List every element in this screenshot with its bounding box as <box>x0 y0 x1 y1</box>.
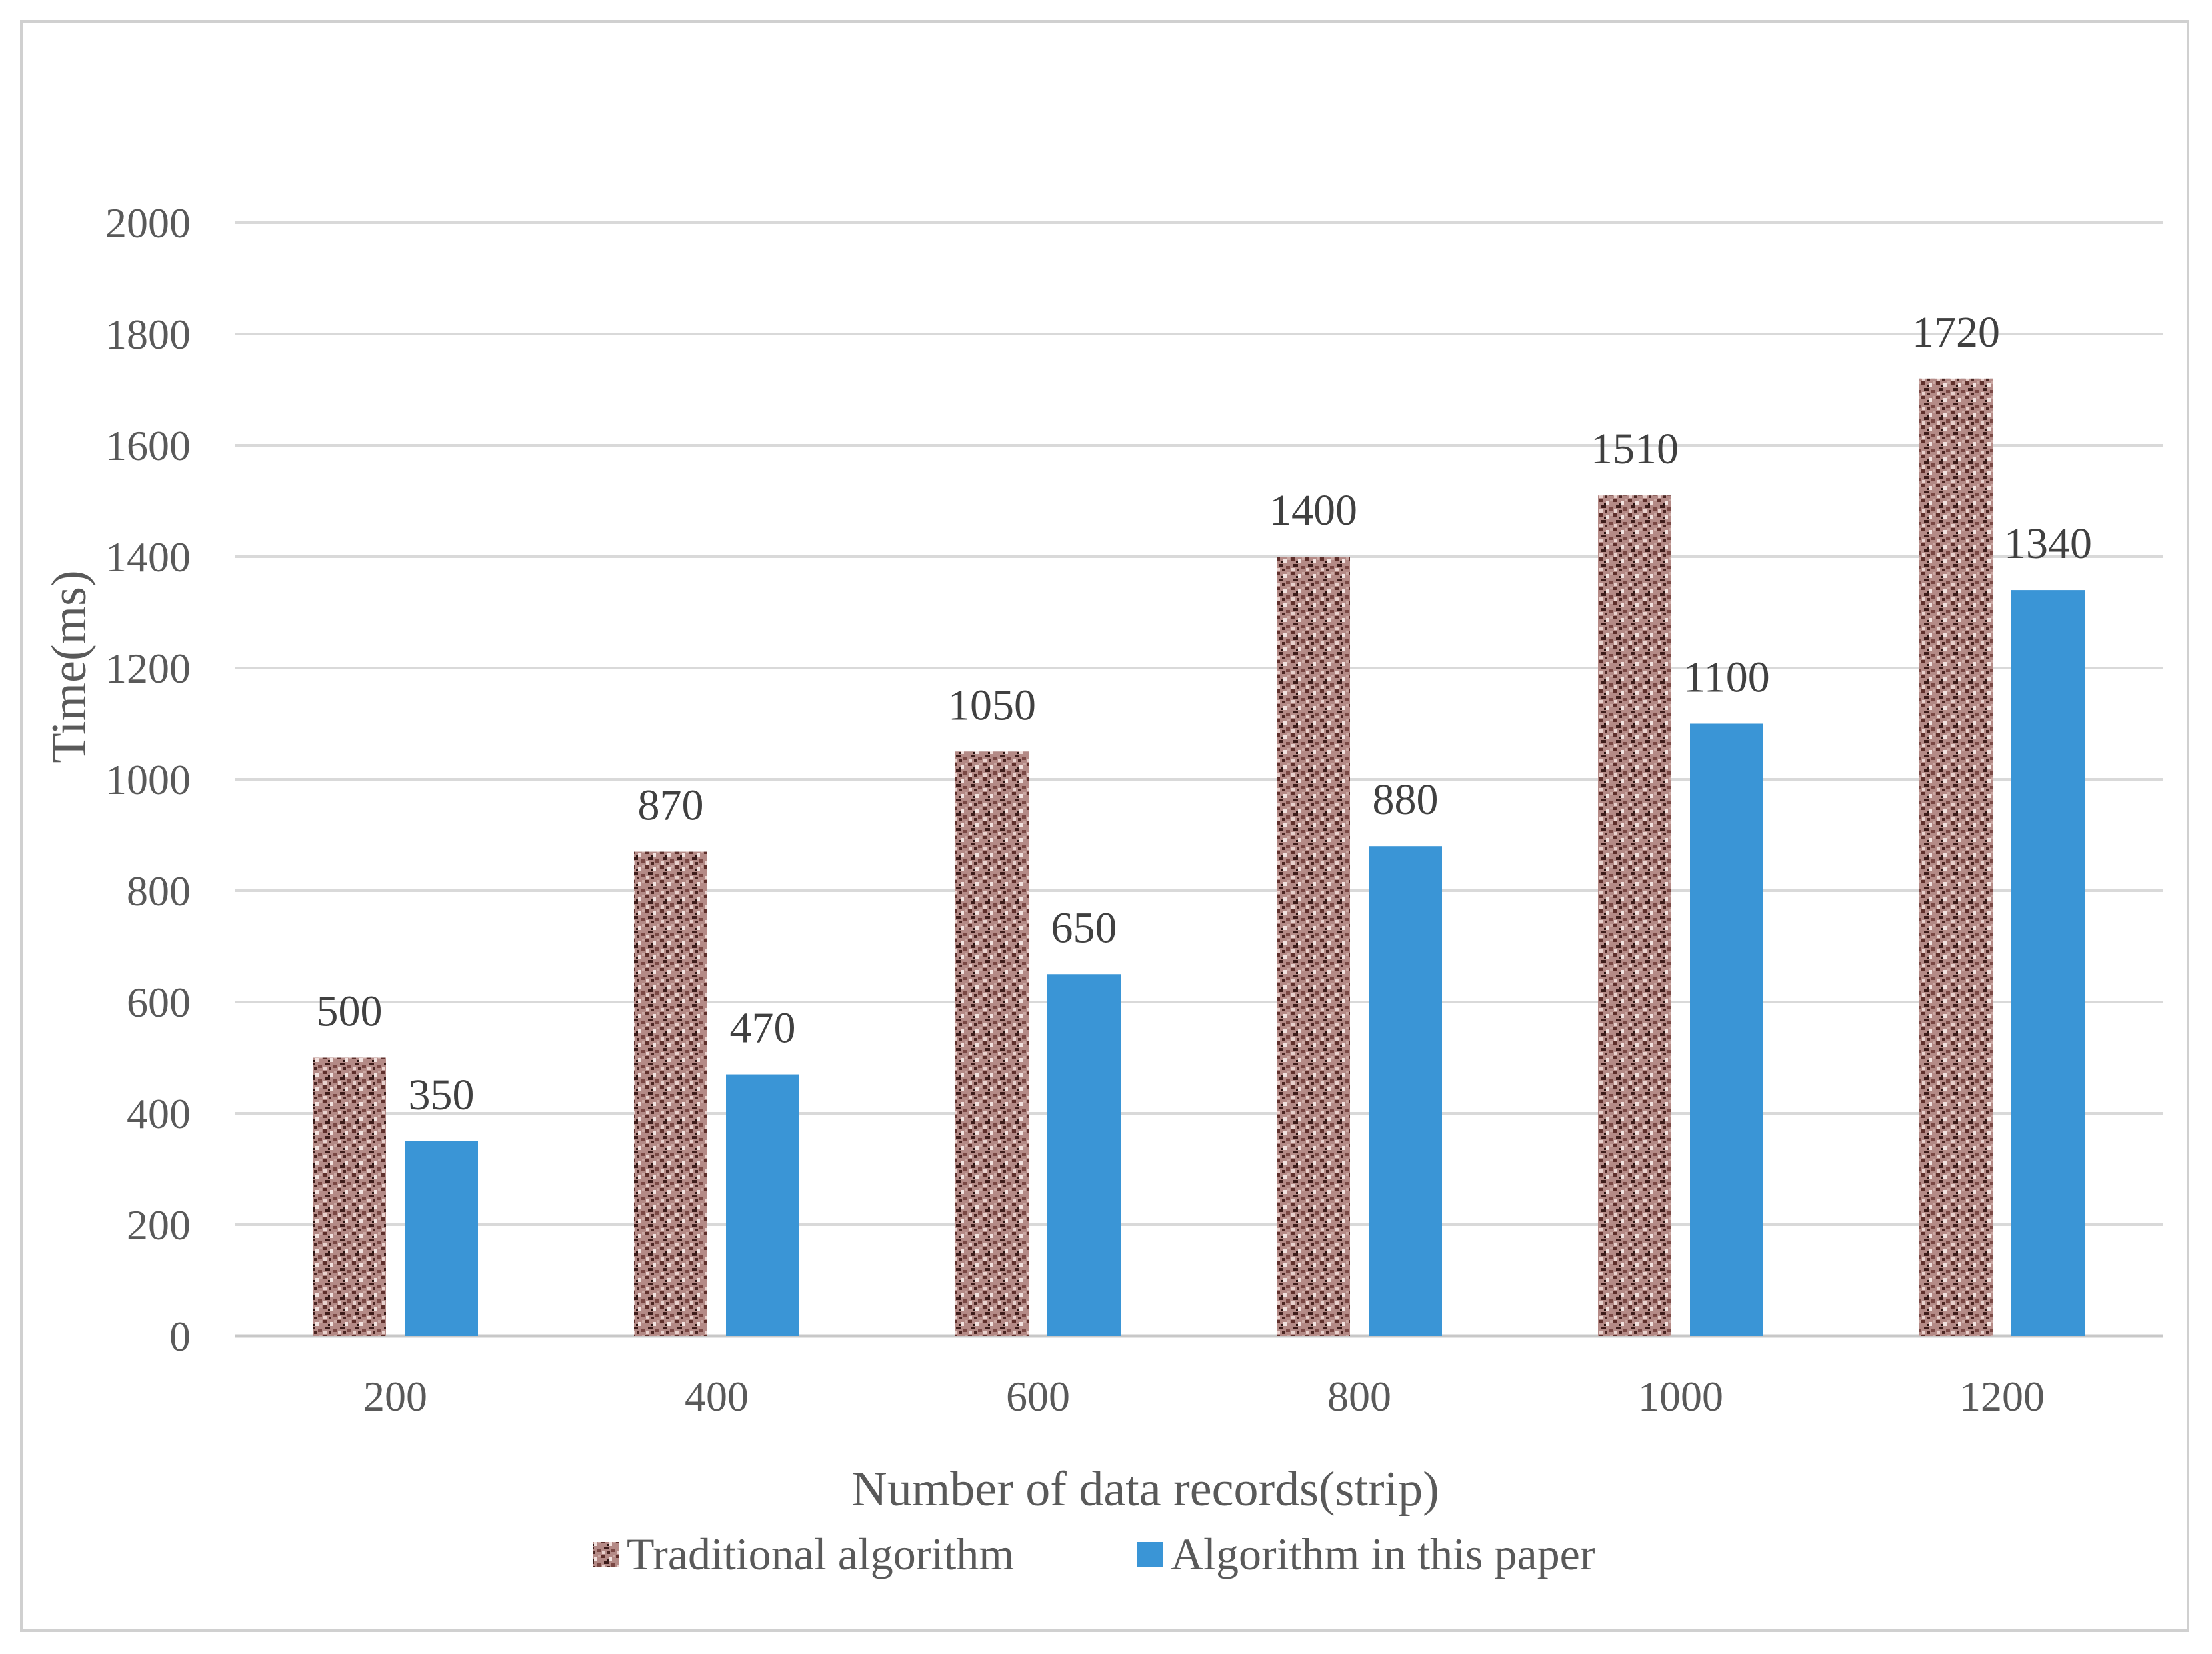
data-label: 1100 <box>1683 653 1770 702</box>
y-tick-label: 800 <box>127 867 191 915</box>
x-tick-label: 1000 <box>1638 1373 1723 1420</box>
data-label: 470 <box>730 1004 796 1053</box>
bar-traditional <box>634 851 707 1336</box>
data-label: 1050 <box>948 681 1036 729</box>
x-tick-label: 400 <box>685 1373 749 1420</box>
legend: Traditional algorithm Algorithm in this … <box>593 1529 1595 1579</box>
data-label: 1510 <box>1591 425 1679 473</box>
data-label: 650 <box>1051 903 1117 952</box>
y-tick-label: 400 <box>127 1090 191 1137</box>
y-tick-label: 1600 <box>105 422 191 469</box>
legend-label-this-paper: Algorithm in this paper <box>1171 1529 1595 1579</box>
bar-traditional <box>1598 495 1671 1336</box>
bar-traditional <box>1919 378 1993 1336</box>
gridlines <box>235 221 2163 1338</box>
data-label: 870 <box>638 781 704 830</box>
data-label: 1340 <box>2004 519 2092 568</box>
y-tick-label: 1000 <box>105 756 191 803</box>
y-tick-label: 0 <box>169 1313 191 1360</box>
bar-traditional <box>1277 557 1350 1336</box>
legend-label-traditional: Traditional algorithm <box>627 1529 1014 1579</box>
bar-traditional <box>955 751 1029 1336</box>
bar-this-paper <box>405 1141 478 1336</box>
legend-swatch-this-paper <box>1137 1542 1163 1567</box>
bar-this-paper <box>1047 974 1121 1336</box>
data-labels: 500 350 870 470 1050 650 1400 880 1510 1100 1720 13… <box>317 308 2093 1119</box>
y-tick-label: 600 <box>127 979 191 1026</box>
y-axis-ticks: 0 200 400 600 800 1000 1200 1400 1600 1800 2000 <box>105 199 191 1360</box>
y-tick-label: 200 <box>127 1201 191 1249</box>
legend-swatch-traditional <box>593 1542 619 1567</box>
data-label: 880 <box>1373 775 1439 824</box>
data-label: 1400 <box>1269 486 1357 535</box>
data-label: 1720 <box>1912 308 2000 357</box>
x-tick-label: 600 <box>1006 1373 1070 1420</box>
bars <box>313 378 2085 1336</box>
x-tick-label: 1200 <box>1959 1373 2045 1420</box>
x-axis-title: Number of data records(strip) <box>851 1462 1439 1517</box>
bar-this-paper <box>2011 590 2085 1336</box>
y-tick-label: 1200 <box>105 645 191 692</box>
bar-this-paper <box>1369 846 1442 1336</box>
y-tick-label: 1800 <box>105 311 191 358</box>
x-tick-label: 200 <box>363 1373 427 1420</box>
data-label: 350 <box>409 1071 475 1119</box>
data-label: 500 <box>317 987 383 1036</box>
y-tick-label: 2000 <box>105 199 191 247</box>
bar-this-paper <box>1690 723 1763 1336</box>
y-axis-title: Time(ms) <box>42 570 97 763</box>
bar-this-paper <box>726 1074 799 1336</box>
chart-frame <box>20 20 2189 1632</box>
x-axis-ticks: 200 400 600 800 1000 1200 <box>363 1373 2045 1420</box>
x-tick-label: 800 <box>1327 1373 1391 1420</box>
y-tick-label: 1400 <box>105 533 191 581</box>
bar-traditional <box>313 1057 386 1336</box>
